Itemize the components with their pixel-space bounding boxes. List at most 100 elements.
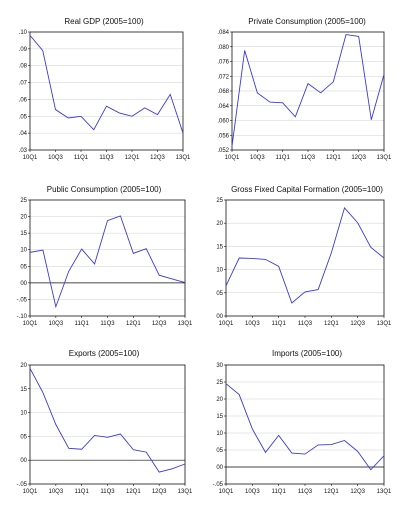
x-tick-label: 13Q1 [176,155,191,161]
series-line [225,206,385,304]
y-tick-label: .076 [217,60,229,66]
x-tick-label: 10Q3 [250,155,265,161]
y-tick-label: .09 [19,47,28,53]
y-tick-label: .052 [217,148,229,154]
y-tick-label: -.10 [17,314,28,320]
x-tick-label: 12Q1 [125,155,140,161]
y-tick-label: 25 [216,198,223,204]
x-tick-label: 13Q1 [377,155,392,161]
y-tick-label: 00 [20,281,27,287]
x-tick-label: 11Q1 [272,489,287,495]
chart-public-consumption: Public Consumption (2005=100) 25 20 15 10 05… [17,185,193,327]
y-tick-label: 05 [216,291,223,297]
x-tick-label: 11Q1 [75,321,90,327]
x-tick-label: 12Q3 [351,155,366,161]
x-tick-label: 12Q3 [152,321,167,327]
y-tick-label: 00 [216,314,223,320]
x-tick-label: 10Q1 [219,321,234,327]
y-tick-label: 05 [216,448,223,454]
x-tick-label: 11Q3 [100,321,115,327]
x-tick-label: 10Q3 [48,155,63,161]
x-tick-label: 13Q1 [178,321,193,327]
series-line [29,35,184,134]
y-tick-label: 05 [20,434,27,440]
y-tick-label: .07 [19,81,28,87]
chart-title: Real GDP (2005=100) [64,17,144,26]
x-tick-label: 10Q1 [23,155,38,161]
chart-title: Private Consumption (2005=100) [248,17,366,26]
chart-imports: Imports (2005=100) 30252015100500-.0510Q… [213,349,392,495]
y-tick-label: 15 [20,387,27,393]
x-tick-label: 12Q3 [350,321,365,327]
x-tick-label: 10Q3 [48,489,63,495]
y-tick-label: .084 [217,30,229,36]
y-tick-label: -.05 [17,297,28,303]
x-tick-label: 10Q1 [23,489,38,495]
y-tick-label: .08 [19,64,28,70]
y-tick-label: 15 [20,231,27,237]
series-line [29,368,186,473]
y-tick-label: 15 [216,414,223,420]
y-tick-label: .064 [217,104,229,110]
y-tick-label: 10 [20,411,27,417]
x-tick-label: 10Q1 [23,321,38,327]
x-tick-label: 10Q1 [225,155,240,161]
x-tick-label: 12Q1 [126,489,141,495]
x-tick-label: 13Q1 [377,321,392,327]
y-tick-label: 20 [216,221,223,227]
x-tick-label: 10Q3 [48,321,63,327]
x-tick-label: 11Q1 [75,489,90,495]
x-tick-label: 10Q3 [245,321,260,327]
x-tick-label: 12Q1 [126,321,141,327]
y-tick-label: .060 [217,119,229,125]
chart-title: Public Consumption (2005=100) [47,185,162,194]
plot-frame [231,31,385,151]
x-tick-label: 10Q3 [245,489,260,495]
y-tick-label: 30 [216,363,223,369]
plot-frame [225,364,385,485]
y-tick-label: .080 [217,45,229,51]
plot-frame [29,31,184,151]
chart-title: Exports (2005=100) [69,349,140,358]
x-tick-label: 13Q1 [377,489,392,495]
y-tick-label: 25 [216,380,223,386]
y-tick-label: -.05 [17,482,28,488]
y-tick-label: -.05 [213,482,224,488]
y-tick-label: .056 [217,133,229,139]
series-line [231,34,385,147]
x-tick-label: 11Q1 [276,155,291,161]
x-tick-label: 12Q1 [326,155,341,161]
x-tick-label: 12Q3 [350,489,365,495]
x-tick-label: 11Q3 [100,489,115,495]
chart-title: Imports (2005=100) [272,349,342,358]
plot-frame [29,199,186,317]
x-tick-label: 11Q1 [272,321,287,327]
chart-private-consumption: Private Consumption (2005=100) .084 .080.… [217,17,392,161]
y-tick-label: .10 [19,30,28,36]
y-tick-label: 25 [20,198,27,204]
chart-title: Gross Fixed Capital Formation (2005=100) [231,185,383,194]
y-tick-label: .03 [19,148,28,154]
y-tick-label: 20 [20,215,27,221]
x-tick-label: 12Q3 [150,155,165,161]
series-line [225,383,385,471]
x-tick-label: 13Q1 [178,489,193,495]
y-tick-label: .06 [19,97,28,103]
y-tick-label: 00 [20,458,27,464]
y-tick-label: 00 [216,465,223,471]
y-tick-label: 10 [20,248,27,254]
y-tick-label: 10 [216,268,223,274]
x-tick-label: 12Q1 [324,489,339,495]
x-tick-label: 12Q1 [324,321,339,327]
y-tick-label: .04 [19,131,28,137]
y-tick-label: .05 [19,114,28,120]
y-tick-label: 15 [216,244,223,250]
y-tick-label: .072 [217,74,229,80]
x-tick-label: 11Q3 [99,155,114,161]
x-tick-label: 12Q3 [152,489,167,495]
y-tick-label: 20 [20,363,27,369]
series-line [29,215,186,309]
x-tick-label: 10Q1 [219,489,234,495]
